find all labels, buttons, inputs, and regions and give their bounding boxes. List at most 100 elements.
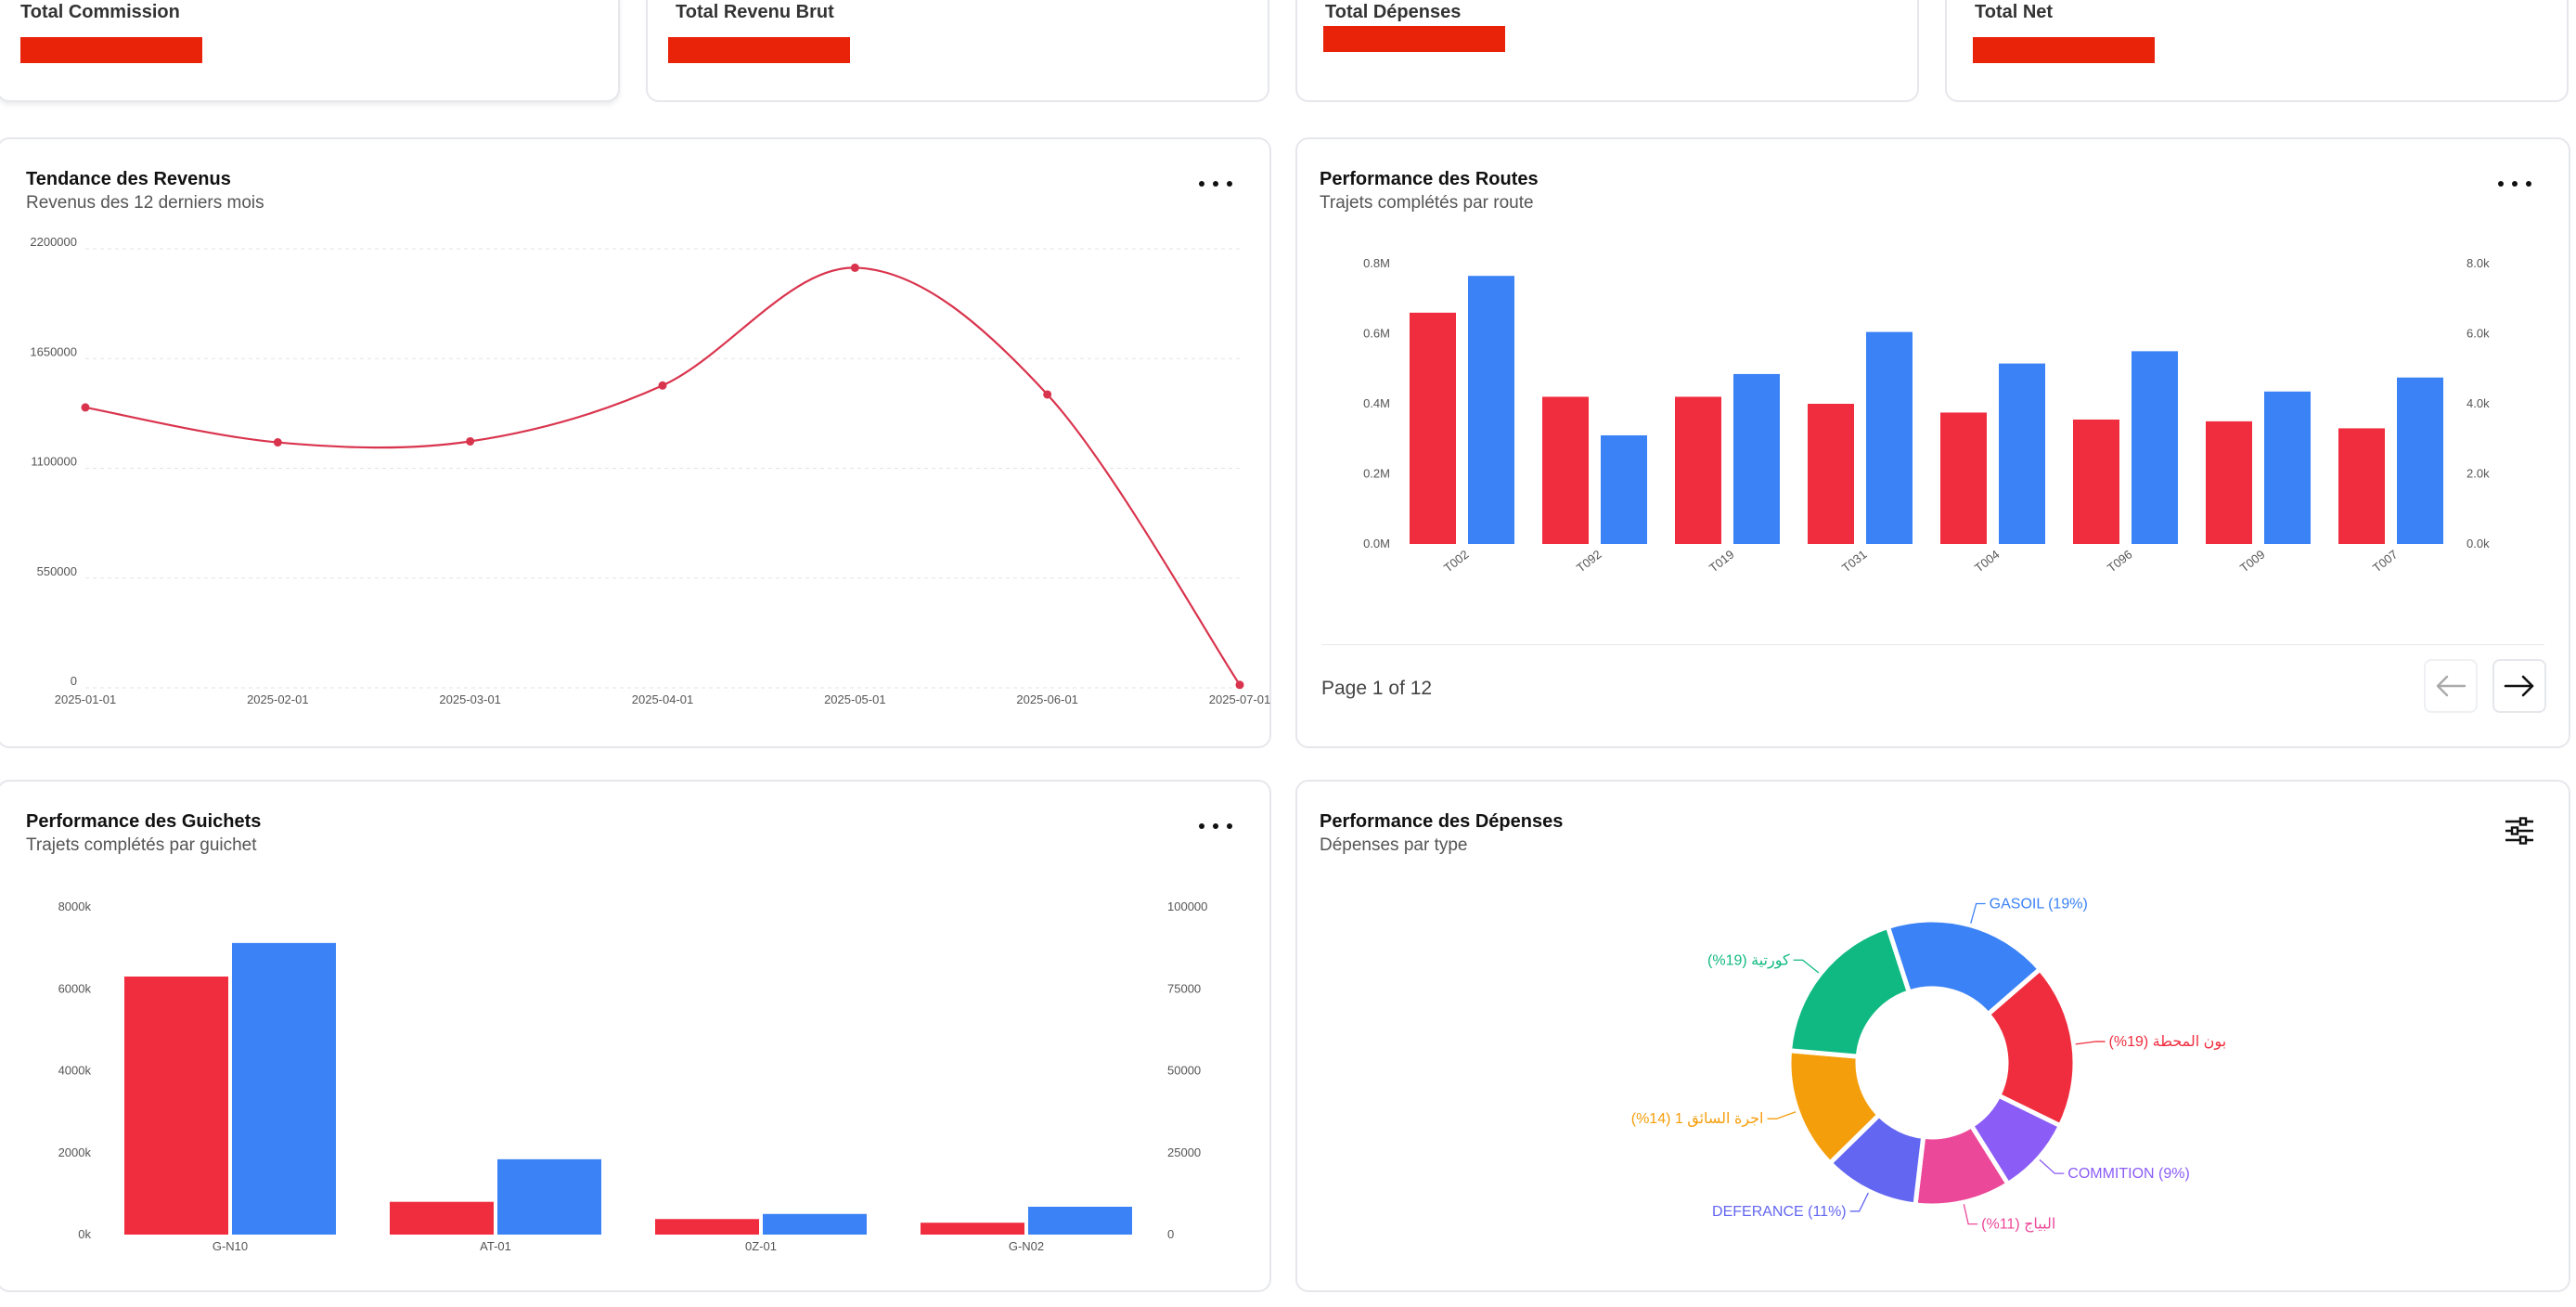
left-y-tick-label: 6000k (58, 981, 92, 995)
bar-right-series (232, 942, 336, 1235)
data-point (1043, 390, 1052, 399)
slice-label: بون المحطة (19%) (2109, 1034, 2227, 1051)
data-point (850, 263, 859, 272)
right-y-tick-label: 4.0k (2467, 396, 2490, 410)
donut-slice (1885, 917, 2043, 1018)
guichets-bar-chart: 8000k 6000k 4000k 2000k 0k 100000 75000 50000 25… (58, 899, 1208, 1253)
card-title: Performance des Dépenses (1320, 811, 1564, 832)
more-horizontal-icon[interactable] (1199, 176, 1234, 191)
slice-leader-line (1963, 1204, 1978, 1225)
bar-right-series (1468, 276, 1514, 544)
stat-label: Total Commission (20, 2, 180, 22)
right-y-tick-label: 6.0k (2467, 327, 2490, 341)
stat-label: Total Net (1975, 2, 2054, 22)
x-tick-label: 2025-07-01 (1209, 692, 1271, 706)
donut-slice (1984, 965, 2078, 1130)
left-y-tick-label: 8000k (58, 899, 92, 913)
x-tick-label: G-N10 (213, 1239, 248, 1253)
arrow-right-icon (2504, 675, 2534, 697)
card-title: Performance des Routes (1320, 169, 1539, 189)
bar-left-series (2206, 421, 2252, 544)
bar-left-series (2073, 419, 2119, 544)
bar-right-series (1999, 363, 2045, 544)
bar-left-series (1675, 396, 1721, 544)
left-y-tick-label: 0k (78, 1227, 91, 1241)
bar-right-series (1866, 331, 1913, 544)
arrow-left-icon (2436, 675, 2467, 697)
slice-leader-line (2075, 1041, 2106, 1045)
x-tick-label: 2025-06-01 (1016, 692, 1078, 706)
slice-leader-line (2039, 1158, 2065, 1174)
bar-right-series (2397, 377, 2443, 544)
card-title: Performance des Guichets (26, 811, 262, 832)
right-y-tick-label: 0 (1167, 1227, 1174, 1241)
right-y-tick-label: 2.0k (2467, 467, 2490, 481)
bar-left-series (655, 1219, 759, 1235)
data-point (1235, 680, 1244, 690)
left-y-tick-label: 0.4M (1363, 396, 1390, 410)
slice-leader-line (1793, 959, 1820, 974)
revenue-trend-card: Tendance des Revenus Revenus des 12 dern… (0, 137, 1271, 748)
revenue-series-line (84, 266, 1241, 686)
bar-right-series (763, 1213, 867, 1235)
x-tick-label: 2025-01-01 (55, 692, 117, 706)
slice-label: البياج (11%) (1981, 1217, 2055, 1234)
right-y-tick-label: 75000 (1167, 981, 1201, 995)
x-tick-label: 2025-03-01 (439, 692, 501, 706)
x-tick-label: 2025-04-01 (632, 692, 694, 706)
slice-label: كورتية (19%) (1707, 952, 1790, 969)
y-tick-label: 1650000 (30, 344, 77, 358)
right-y-tick-label: 8.0k (2467, 256, 2490, 270)
x-tick-label: G-N02 (1009, 1239, 1044, 1253)
divider (1321, 644, 2544, 645)
stat-value-redacted (1973, 37, 2155, 63)
y-tick-label: 2200000 (30, 235, 77, 249)
prev-page-button[interactable] (2424, 659, 2478, 713)
bar-left-series (124, 977, 228, 1235)
bar-left-series (1410, 312, 1456, 544)
bar-left-series (921, 1223, 1024, 1235)
card-subtitle: Dépenses par type (1320, 835, 1468, 855)
x-tick-label: 2025-02-01 (247, 692, 309, 706)
more-horizontal-icon[interactable] (1199, 819, 1234, 834)
card-subtitle: Trajets complétés par route (1320, 193, 1534, 213)
slice-label: COMMITION (9%) (2067, 1166, 2190, 1182)
right-y-tick-label: 100000 (1167, 899, 1207, 913)
card-subtitle: Revenus des 12 derniers mois (26, 193, 264, 213)
stat-card-net: Total Net (1945, 0, 2569, 102)
data-point (273, 438, 282, 447)
left-y-tick-label: 4000k (58, 1064, 92, 1078)
y-tick-label: 1100000 (31, 455, 77, 469)
sliders-icon[interactable] (2504, 817, 2535, 845)
x-tick-label: 0Z-01 (745, 1239, 777, 1253)
slice-leader-line (1849, 1192, 1869, 1212)
more-horizontal-icon[interactable] (2498, 176, 2533, 191)
left-y-tick-label: 0.8M (1363, 256, 1390, 270)
right-y-tick-label: 0.0k (2467, 537, 2490, 550)
stat-card-depenses: Total Dépenses (1295, 0, 1919, 102)
bar-right-series (2132, 351, 2178, 544)
right-y-tick-label: 25000 (1167, 1145, 1201, 1159)
bar-right-series (1028, 1206, 1132, 1235)
next-page-button[interactable] (2492, 659, 2546, 713)
bar-left-series (1808, 404, 1854, 544)
data-point (658, 381, 667, 390)
stat-value-redacted (1323, 26, 1505, 52)
slice-label: GASOIL (19%) (1990, 896, 2088, 912)
stat-label: Total Dépenses (1325, 2, 1462, 22)
left-y-tick-label: 0.6M (1363, 327, 1390, 341)
stat-value-redacted (20, 37, 202, 63)
data-point (466, 436, 475, 446)
bar-left-series (1940, 412, 1987, 544)
bar-left-series (1542, 396, 1589, 544)
bar-right-series (1733, 373, 1780, 544)
stat-value-redacted (668, 37, 850, 63)
bar-left-series (2338, 428, 2385, 544)
y-tick-label: 0 (71, 674, 77, 688)
x-tick-label: 2025-05-01 (824, 692, 886, 706)
slice-label: اجرة السائق 1 (14%) (1631, 1111, 1764, 1128)
pagination-label: Page 1 of 12 (1321, 678, 1433, 699)
routes-bar-chart: 0.8M 0.6M 0.4M 0.2M 0.0M 8.0k 6.0k 4.0k 2.0k 0.0k… (1363, 256, 2490, 575)
y-tick-label: 550000 (37, 564, 77, 578)
